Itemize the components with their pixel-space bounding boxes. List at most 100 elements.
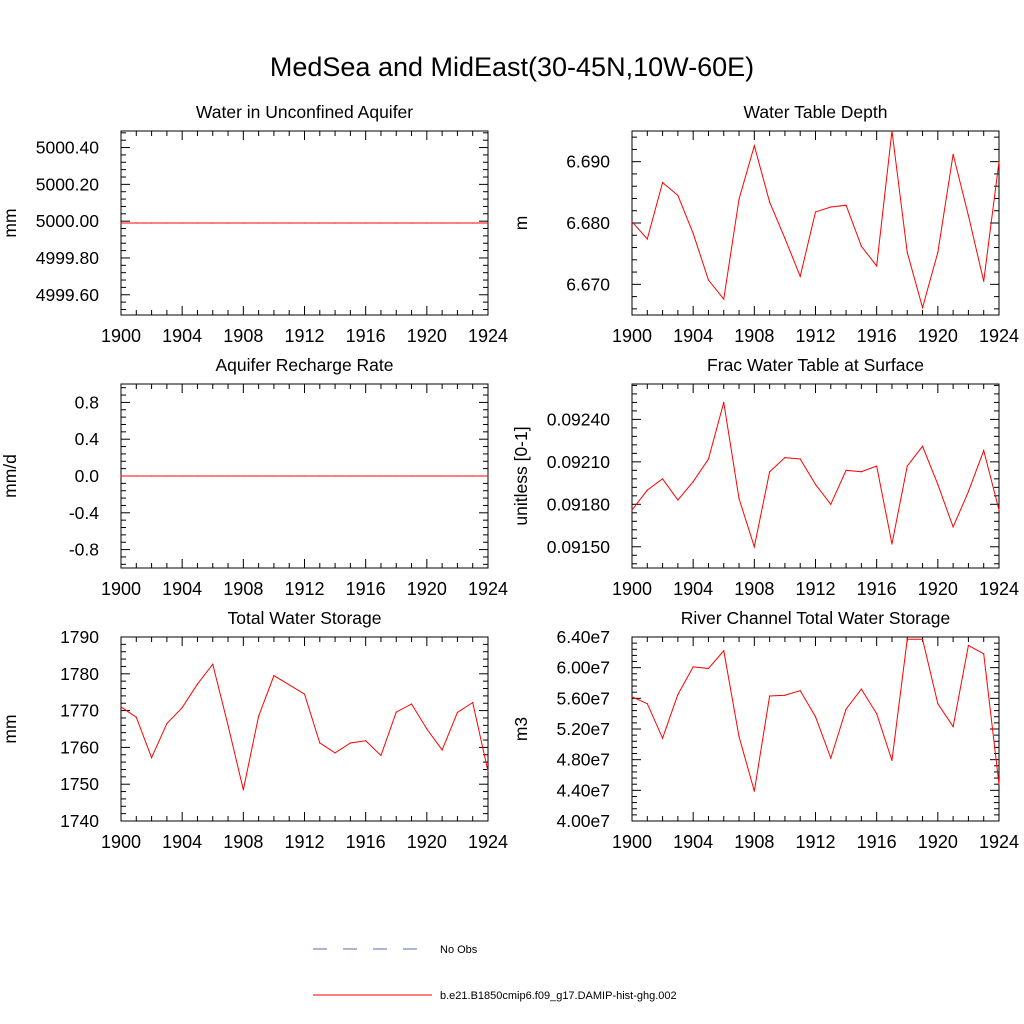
data-point xyxy=(166,222,168,224)
x-tick-label: 1916 xyxy=(857,832,897,852)
data-point xyxy=(891,543,893,545)
data-point xyxy=(738,736,740,738)
data-point xyxy=(860,688,862,690)
y-tick-label: 0.0 xyxy=(75,466,100,486)
data-point xyxy=(334,752,336,754)
panel-3: Aquifer Recharge Rate mm/d 1900 1904 1908 191… xyxy=(0,355,508,599)
data-point xyxy=(410,222,413,224)
x-tick-label: 1904 xyxy=(162,832,202,852)
x-tick-label: 1924 xyxy=(468,832,508,852)
data-point xyxy=(784,237,786,239)
legend-obs-label: No Obs xyxy=(440,944,478,956)
data-point xyxy=(380,222,382,224)
data-point xyxy=(998,783,1000,785)
data-point xyxy=(288,684,290,686)
x-tick-label: 1916 xyxy=(346,832,386,852)
data-point xyxy=(876,713,878,715)
data-point xyxy=(692,666,694,668)
data-point xyxy=(120,475,122,477)
data-point xyxy=(456,222,459,224)
data-point xyxy=(395,222,397,224)
y-tick-label: 6.40e7 xyxy=(556,627,610,647)
data-point xyxy=(181,707,183,709)
data-point xyxy=(677,194,679,196)
plot-frame xyxy=(631,383,1000,569)
data-point xyxy=(677,693,679,696)
panel-title: Total Water Storage xyxy=(227,608,381,628)
data-point xyxy=(212,222,214,224)
data-point xyxy=(891,759,893,762)
x-tick-label: 1912 xyxy=(284,832,324,852)
data-point xyxy=(952,153,954,155)
data-point xyxy=(487,770,489,772)
y-tick-label: 0.09210 xyxy=(547,452,611,472)
data-point xyxy=(921,307,924,309)
data-point xyxy=(661,181,664,184)
data-point xyxy=(646,703,648,705)
x-tick-label: 1920 xyxy=(918,326,958,346)
data-point xyxy=(212,663,214,665)
x-tick-label: 1900 xyxy=(612,832,652,852)
y-tick-label: 6.690 xyxy=(566,152,610,172)
y-tick-label: 4.40e7 xyxy=(556,780,610,800)
x-tick-label: 1916 xyxy=(346,579,386,599)
data-point xyxy=(472,222,474,224)
data-point xyxy=(983,653,985,655)
y-axis-label: m3 xyxy=(511,717,531,741)
y-tick-label: -0.4 xyxy=(69,503,99,523)
data-point xyxy=(181,475,183,477)
data-point xyxy=(967,490,970,493)
data-point xyxy=(258,715,260,717)
data-point xyxy=(921,638,924,640)
x-tick-label: 1912 xyxy=(795,326,835,346)
y-tick-label: -0.8 xyxy=(69,540,99,560)
data-point xyxy=(967,644,970,647)
plot-frame xyxy=(631,636,1000,822)
data-point xyxy=(456,475,459,477)
data-point xyxy=(227,475,229,477)
data-point xyxy=(150,222,153,224)
x-tick-label: 1904 xyxy=(162,326,202,346)
data-point xyxy=(410,475,413,477)
y-tick-label: 0.09150 xyxy=(547,537,611,557)
x-tick-label: 1900 xyxy=(101,832,141,852)
data-point xyxy=(472,475,474,477)
x-tick-label: 1912 xyxy=(795,579,835,599)
data-point xyxy=(212,475,214,477)
data-point xyxy=(426,475,428,477)
data-point xyxy=(135,475,137,477)
data-point xyxy=(166,722,168,725)
x-tick-label: 1904 xyxy=(673,832,713,852)
y-axis-label: m xyxy=(511,216,531,231)
y-tick-label: 1750 xyxy=(60,774,99,794)
data-point xyxy=(723,401,725,403)
y-tick-label: 5000.20 xyxy=(36,174,100,194)
data-point xyxy=(937,251,939,254)
data-point xyxy=(135,716,137,718)
data-point xyxy=(303,693,306,695)
data-point xyxy=(830,757,832,759)
x-tick-label: 1920 xyxy=(918,832,958,852)
x-tick-label: 1916 xyxy=(346,326,386,346)
legend: No Obs b.e21.B1850cmip6.f09_g17.DAMIP-hi… xyxy=(313,944,677,1002)
data-point xyxy=(738,198,740,200)
panel-title: Water in Unconfined Aquifer xyxy=(196,102,413,122)
data-point xyxy=(860,471,862,473)
y-tick-label: 5.20e7 xyxy=(556,719,610,739)
y-tick-label: 4.00e7 xyxy=(556,811,610,831)
data-point xyxy=(784,457,786,459)
data-point xyxy=(967,215,970,217)
y-tick-label: 6.680 xyxy=(566,213,610,233)
data-point xyxy=(487,222,489,224)
data-point xyxy=(707,279,710,281)
panel-5: Total Water Storage mm 1900 1904 1908 1912 191… xyxy=(0,608,508,852)
data-point xyxy=(631,696,633,698)
data-point xyxy=(937,703,939,705)
y-tick-label: 0.4 xyxy=(75,429,100,449)
data-point xyxy=(631,221,633,223)
data-point xyxy=(441,749,443,751)
x-tick-label: 1904 xyxy=(673,579,713,599)
y-tick-label: 1790 xyxy=(60,627,99,647)
x-tick-label: 1900 xyxy=(612,326,652,346)
x-tick-label: 1920 xyxy=(918,579,958,599)
